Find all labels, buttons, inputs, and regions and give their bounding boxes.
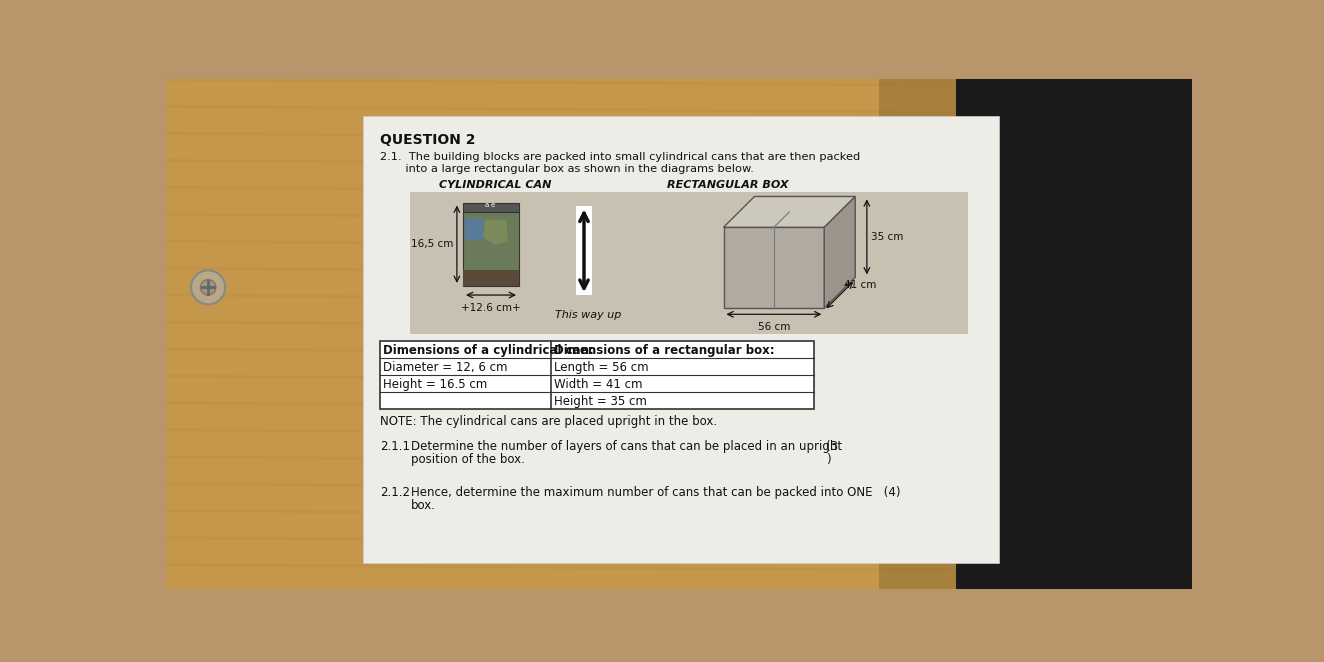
Text: Length = 56 cm: Length = 56 cm — [553, 361, 649, 374]
Text: 35 cm: 35 cm — [871, 232, 903, 242]
Polygon shape — [723, 197, 855, 227]
Bar — [380, 341, 814, 409]
Circle shape — [191, 270, 225, 305]
Text: CYLINDRICAL CAN: CYLINDRICAL CAN — [438, 179, 551, 189]
Bar — [956, 79, 1192, 589]
Bar — [465, 218, 483, 240]
Bar — [463, 270, 519, 286]
Polygon shape — [483, 220, 508, 245]
Text: Height = 35 cm: Height = 35 cm — [553, 395, 646, 408]
Text: 2.1.1: 2.1.1 — [380, 440, 410, 453]
Text: QUESTION 2: QUESTION 2 — [380, 133, 475, 148]
Text: box.: box. — [412, 499, 436, 512]
Text: 41 cm: 41 cm — [843, 279, 876, 290]
Bar — [409, 192, 968, 334]
Bar — [463, 212, 519, 286]
Text: (3: (3 — [826, 440, 838, 453]
Text: Dimensions of a rectangular box:: Dimensions of a rectangular box: — [553, 344, 775, 357]
Text: e: e — [491, 202, 495, 208]
Text: a: a — [485, 202, 489, 208]
Polygon shape — [825, 197, 855, 308]
Text: This way up: This way up — [555, 310, 621, 320]
Bar — [576, 207, 592, 295]
Text: Width = 41 cm: Width = 41 cm — [553, 378, 642, 391]
Text: ): ) — [826, 453, 830, 466]
Text: RECTANGULAR BOX: RECTANGULAR BOX — [666, 179, 788, 189]
Text: Diameter = 12, 6 cm: Diameter = 12, 6 cm — [383, 361, 508, 374]
Text: into a large rectangular box as shown in the diagrams below.: into a large rectangular box as shown in… — [380, 164, 755, 174]
Text: position of the box.: position of the box. — [412, 453, 526, 466]
Circle shape — [200, 279, 216, 295]
Text: +12.6 cm+: +12.6 cm+ — [461, 303, 520, 312]
Text: Dimensions of a cylindrical can:: Dimensions of a cylindrical can: — [383, 344, 594, 357]
Text: Hence, determine the maximum number of cans that can be packed into ONE   (4): Hence, determine the maximum number of c… — [412, 486, 900, 499]
Text: Determine the number of layers of cans that can be placed in an upright: Determine the number of layers of cans t… — [412, 440, 842, 453]
Text: 2.1.  The building blocks are packed into small cylindrical cans that are then p: 2.1. The building blocks are packed into… — [380, 152, 861, 162]
Text: 56 cm: 56 cm — [757, 322, 790, 332]
Text: NOTE: The cylindrical cans are placed upright in the box.: NOTE: The cylindrical cans are placed up… — [380, 415, 718, 428]
Text: 2.1.2: 2.1.2 — [380, 486, 410, 499]
Bar — [463, 203, 519, 212]
Polygon shape — [879, 79, 956, 589]
Text: Height = 16.5 cm: Height = 16.5 cm — [383, 378, 487, 391]
Polygon shape — [723, 227, 825, 308]
Text: 16,5 cm: 16,5 cm — [412, 239, 454, 249]
Bar — [363, 117, 998, 563]
